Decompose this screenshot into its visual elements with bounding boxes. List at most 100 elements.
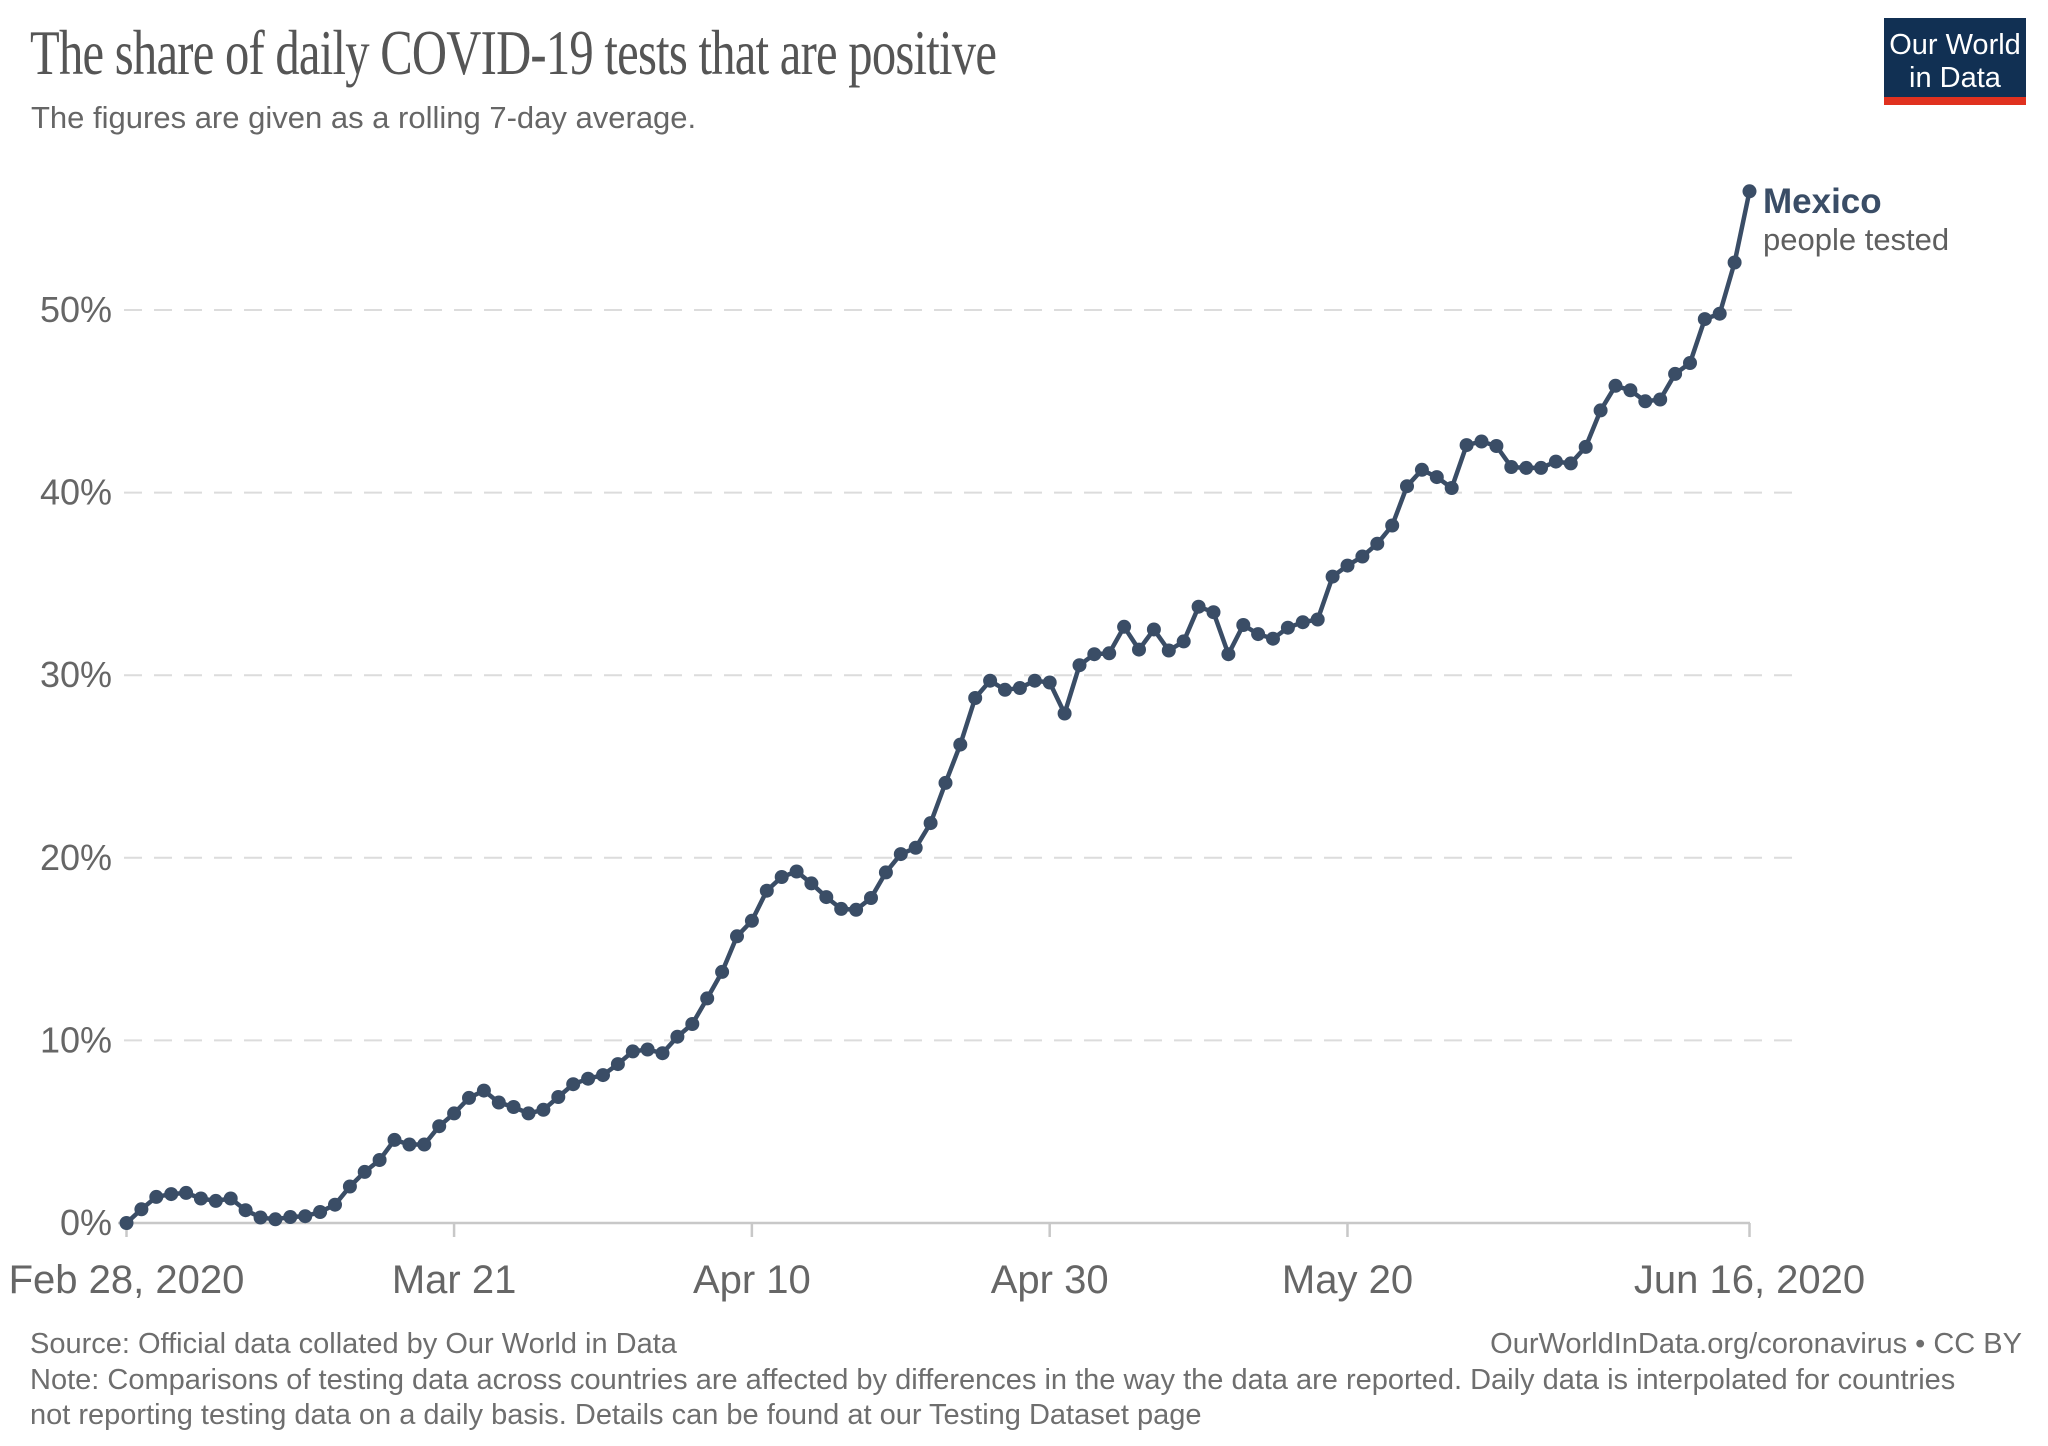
data-point-day-48	[834, 901, 849, 916]
data-point-day-66	[1102, 646, 1117, 661]
source-link[interactable]: OurWorldInData.org/coronavirus • CC BY	[1490, 1328, 2022, 1360]
data-point-day-53	[908, 840, 923, 855]
data-point-day-32	[596, 1068, 610, 1083]
data-point-day-83	[1355, 549, 1370, 564]
data-point-day-74	[1221, 647, 1236, 662]
data-point-day-78	[1280, 620, 1295, 635]
series-metric-label: people tested	[1763, 222, 1950, 257]
data-point-day-97	[1563, 456, 1578, 471]
data-point-day-35	[640, 1042, 655, 1057]
data-point-day-90	[1459, 438, 1474, 453]
data-point-day-106	[1697, 312, 1712, 327]
data-point-day-77	[1266, 631, 1280, 646]
owid-logo-line1: Our World	[1889, 28, 2021, 61]
data-point-day-102	[1638, 394, 1653, 409]
data-point-day-40	[715, 964, 730, 979]
data-point-day-8	[238, 1203, 253, 1218]
data-point-day-5	[193, 1191, 208, 1206]
x-tick-label: Jun 16, 2020	[1634, 1258, 1865, 1302]
data-point-day-93	[1504, 460, 1519, 474]
data-point-day-55	[938, 775, 953, 790]
data-point-day-16	[357, 1164, 372, 1179]
data-point-day-91	[1474, 434, 1489, 449]
data-point-day-34	[625, 1044, 640, 1059]
owid-logo-stripe	[1884, 97, 2026, 105]
data-point-day-104	[1668, 366, 1683, 381]
chart-subtitle: The figures are given as a rolling 7-day…	[31, 100, 697, 135]
data-point-day-49	[849, 902, 864, 917]
data-point-day-60	[1012, 681, 1027, 695]
data-point-day-44	[774, 870, 789, 884]
data-point-day-89	[1444, 481, 1459, 495]
data-point-day-88	[1429, 470, 1444, 485]
data-point-day-33	[610, 1057, 625, 1072]
data-point-day-95	[1534, 460, 1548, 475]
note-text: Note: Comparisons of testing data across…	[30, 1364, 1956, 1431]
data-point-day-100	[1608, 378, 1623, 393]
data-point-day-3	[164, 1187, 179, 1202]
data-point-day-14	[328, 1197, 342, 1212]
owid-logo[interactable]: Our World in Data	[1884, 18, 2026, 105]
data-point-day-103	[1653, 392, 1668, 407]
data-point-day-84	[1370, 536, 1385, 551]
owid-logo-line2: in Data	[1909, 61, 2001, 94]
data-point-day-69	[1146, 622, 1161, 637]
data-point-day-86	[1400, 479, 1414, 494]
chart-footer: Source: Official data collated by Our Wo…	[30, 1327, 2022, 1433]
data-point-day-30	[566, 1077, 581, 1092]
page-title: The share of daily COVID-19 tests that a…	[30, 16, 1301, 90]
x-tick-label: May 20	[1282, 1258, 1413, 1302]
data-point-day-4	[179, 1185, 194, 1200]
data-point-day-105	[1683, 356, 1697, 370]
data-point-day-98	[1578, 439, 1593, 454]
data-point-day-21	[432, 1119, 447, 1134]
data-point-day-81	[1325, 569, 1340, 584]
data-point-day-58	[983, 673, 998, 688]
data-point-day-1	[134, 1202, 149, 1217]
data-point-day-71	[1176, 634, 1191, 649]
data-point-day-108	[1727, 255, 1742, 270]
data-point-day-11	[283, 1210, 298, 1224]
data-point-day-57	[968, 691, 983, 705]
data-point-day-12	[298, 1209, 313, 1224]
data-point-day-59	[998, 682, 1012, 697]
data-point-day-45	[789, 864, 804, 879]
data-point-day-61	[1027, 673, 1042, 688]
data-point-day-18	[387, 1132, 402, 1147]
y-tick-label: 0%	[60, 1202, 112, 1243]
data-point-day-64	[1072, 658, 1087, 673]
data-point-day-67	[1117, 619, 1132, 634]
data-point-day-25	[491, 1095, 506, 1110]
data-point-day-82	[1340, 558, 1355, 573]
data-point-day-80	[1310, 612, 1325, 627]
data-point-day-42	[744, 913, 759, 928]
data-point-day-109	[1742, 184, 1757, 199]
y-tick-label: 10%	[40, 1019, 112, 1060]
source-text: Source: Official data collated by Our Wo…	[30, 1328, 677, 1360]
data-point-day-20	[417, 1137, 432, 1152]
data-point-day-51	[878, 865, 893, 880]
data-point-day-36	[655, 1046, 670, 1061]
data-point-day-99	[1593, 403, 1608, 418]
data-point-day-76	[1251, 627, 1266, 642]
data-point-day-29	[551, 1090, 566, 1104]
data-point-day-68	[1132, 642, 1146, 657]
data-point-day-63	[1057, 706, 1072, 721]
data-point-day-7	[223, 1191, 238, 1206]
data-point-day-13	[313, 1205, 328, 1219]
x-tick-label: Apr 30	[991, 1258, 1109, 1302]
data-point-day-72	[1191, 599, 1206, 614]
series-label: Mexico people tested	[1763, 182, 1949, 258]
data-point-day-22	[447, 1106, 462, 1121]
data-point-day-46	[804, 876, 819, 891]
x-tick-label: Feb 28, 2020	[9, 1258, 245, 1302]
y-tick-label: 20%	[40, 837, 112, 878]
data-point-day-19	[402, 1137, 417, 1152]
mexico-line	[124, 190, 1752, 1225]
data-point-day-28	[536, 1102, 551, 1117]
data-point-day-54	[923, 816, 938, 831]
data-point-day-39	[700, 991, 715, 1006]
data-point-day-70	[1161, 643, 1176, 658]
